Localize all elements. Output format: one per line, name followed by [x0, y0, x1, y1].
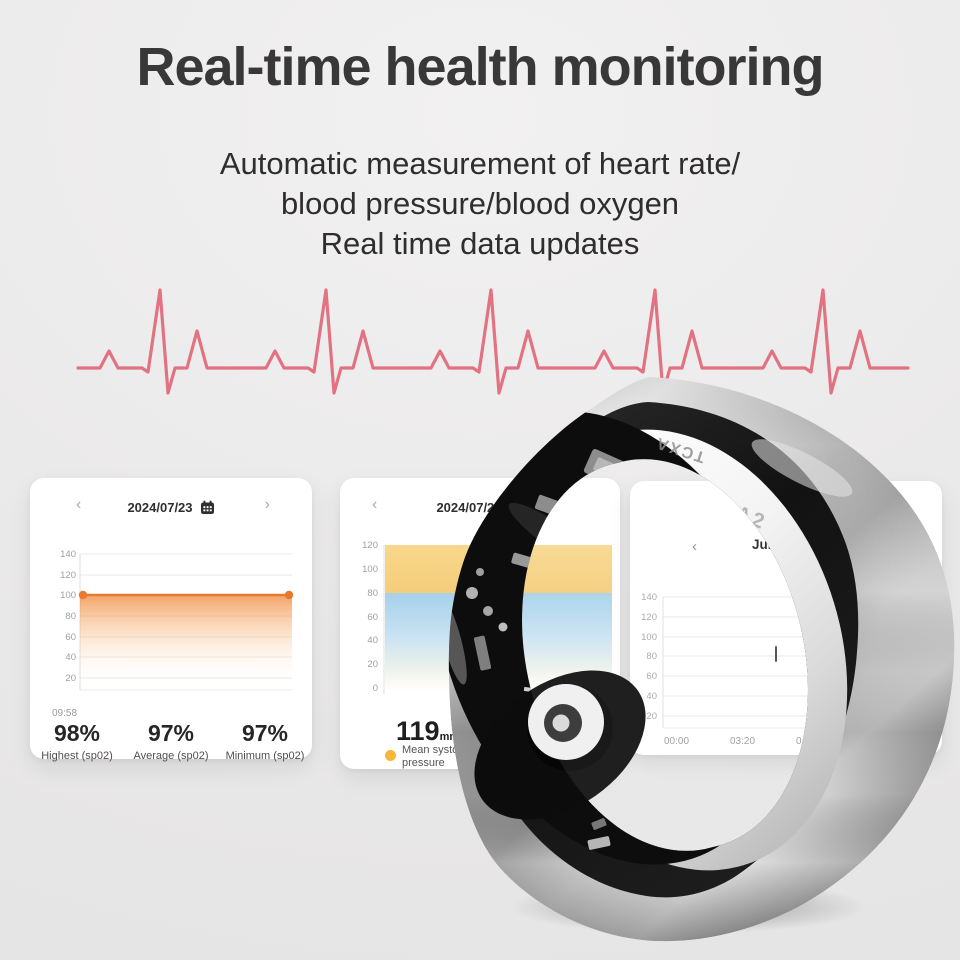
heart-rate-card: We ‹ July 2 140 120 100 80 60 40 20 0 — [630, 481, 942, 755]
bp-lower-band — [385, 593, 612, 689]
bp-chart: 120 100 80 60 40 20 0 — [362, 540, 612, 694]
svg-text:40: 40 — [367, 635, 378, 646]
svg-text:100: 100 — [60, 590, 76, 601]
svg-text:140: 140 — [641, 592, 657, 603]
bp-reading-label: Mean systolic pressure — [402, 744, 469, 769]
svg-text:60: 60 — [367, 612, 378, 623]
svg-text:60: 60 — [65, 632, 76, 643]
spo2-stat-average: 97% Average (sp02) — [133, 720, 209, 762]
spo2-date: 2024/07/23 — [127, 499, 193, 515]
prev-date-button[interactable]: ‹ — [76, 496, 82, 513]
bp-upper-band — [385, 545, 612, 593]
ecg-waveform — [76, 288, 910, 395]
svg-text:03:20: 03:20 — [730, 736, 755, 747]
hr-gridlines — [663, 596, 932, 729]
spo2-line-start-dot — [78, 590, 88, 600]
hr-weekday-fragment: We — [762, 495, 780, 509]
calendar-icon[interactable] — [200, 500, 215, 515]
svg-text:120: 120 — [641, 612, 657, 623]
hr-y-tick-labels: 140 120 100 80 60 40 20 — [641, 592, 657, 722]
svg-text:80: 80 — [646, 651, 657, 662]
spo2-chart: 140 120 100 80 60 40 20 — [60, 549, 294, 691]
spo2-y-tick-labels: 140 120 100 80 60 40 20 — [60, 549, 76, 684]
bp-reading: 119mmHg — [396, 716, 474, 746]
hr-chart: 140 120 100 80 60 40 20 00:00 03:20 0 20 — [641, 592, 932, 747]
subtitle-line: Automatic measurement of heart rate/ — [219, 146, 741, 181]
page-subtitle: Automatic measurement of heart rate/ blo… — [0, 144, 960, 264]
bp-card-header: 2024/07/23 — [340, 498, 620, 516]
svg-text:120: 120 — [362, 540, 378, 551]
svg-text:120: 120 — [60, 570, 76, 581]
svg-text:100: 100 — [362, 564, 378, 575]
svg-text:140: 140 — [60, 549, 76, 560]
svg-text:100: 100 — [641, 632, 657, 643]
calendar-icon[interactable] — [509, 500, 524, 515]
bp-date: 2024/07/23 — [436, 499, 502, 515]
spo2-card: ‹ 2024/07/23 › — [30, 478, 312, 762]
ecg-line — [76, 288, 910, 395]
svg-text:20: 20 — [367, 659, 378, 670]
svg-text:40: 40 — [646, 691, 657, 702]
svg-text:40: 40 — [65, 652, 76, 663]
spo2-stat-highest: 98% Highest (sp02) — [41, 720, 113, 762]
svg-text:80: 80 — [65, 611, 76, 622]
hr-date-fragment: July 2 — [752, 537, 791, 552]
spo2-card-header: 2024/07/23 — [30, 498, 312, 516]
bp-y-tick-labels: 120 100 80 60 40 20 0 — [362, 540, 378, 694]
prev-date-button[interactable]: ‹ — [372, 496, 378, 513]
spo2-time-label: 09:58 — [52, 708, 78, 719]
ring-inner-notch — [587, 836, 611, 850]
spo2-stat-minimum: 97% Minimum (sp02) — [225, 720, 305, 762]
page-title: Real-time health monitoring — [136, 37, 824, 97]
next-date-button[interactable]: › — [264, 496, 270, 513]
svg-text:20: 20 — [65, 673, 76, 684]
spo2-line-end-dot — [284, 590, 294, 600]
ring-shadow — [450, 871, 926, 943]
subtitle-line: blood pressure/blood oxygen — [280, 186, 680, 221]
ring-brand-engraving: TCXA — [653, 433, 707, 465]
blood-pressure-card: ‹ 2024/07/23 — [340, 478, 620, 769]
bp-legend-dot — [385, 750, 396, 761]
svg-text:20: 20 — [646, 711, 657, 722]
svg-text:60: 60 — [646, 671, 657, 682]
hr-x-tick-labels: 00:00 03:20 0 20 — [664, 736, 932, 747]
svg-text:20: 20 — [920, 736, 932, 747]
svg-text:0: 0 — [796, 736, 802, 747]
svg-text:0: 0 — [373, 683, 378, 694]
subtitle-line: Real time data updates — [320, 226, 640, 261]
spo2-stats-row: 98% Highest (sp02) 97% Average (sp02) 97… — [30, 720, 312, 762]
prev-date-button[interactable]: ‹ — [692, 538, 697, 555]
svg-text:80: 80 — [367, 588, 378, 599]
spo2-area-fill — [80, 595, 292, 688]
svg-text:00:00: 00:00 — [664, 736, 689, 747]
